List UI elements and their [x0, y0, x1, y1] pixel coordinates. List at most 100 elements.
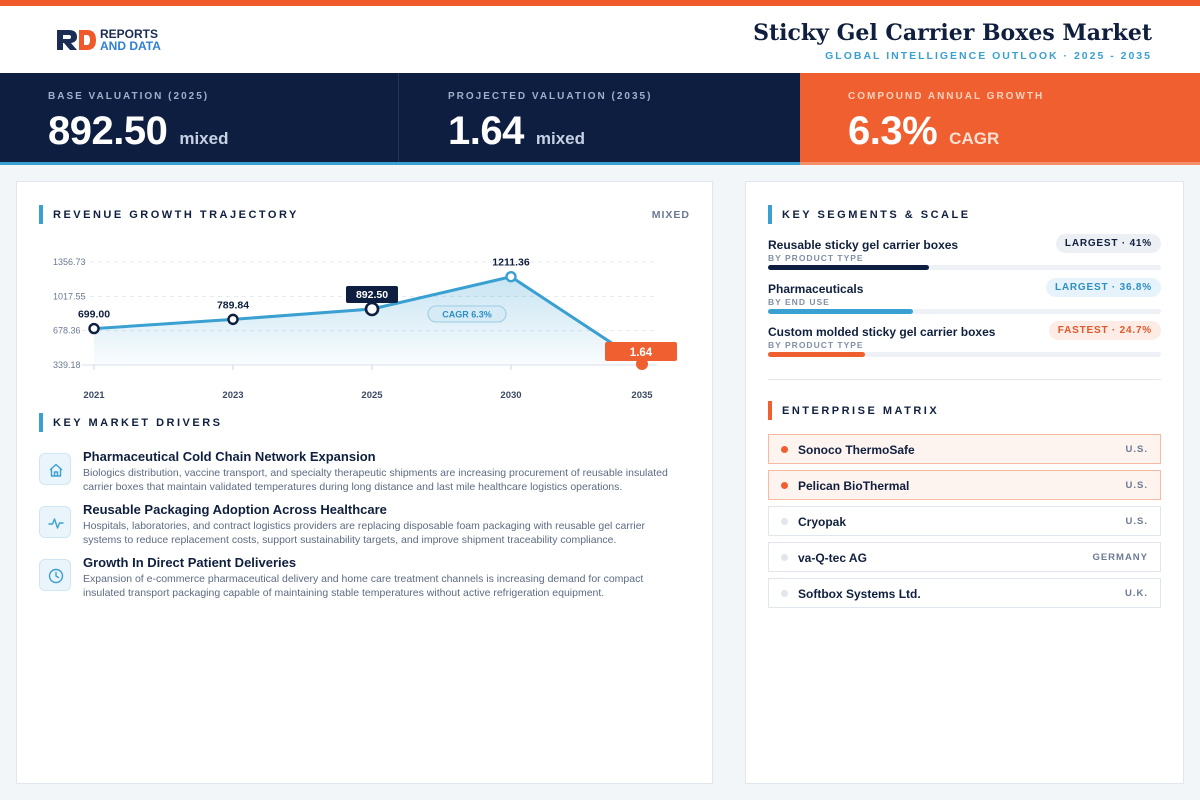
- enterprise-name: va-Q-tec AG: [798, 551, 867, 565]
- right-panel: KEY SEGMENTS & SCALE Reusable sticky gel…: [745, 181, 1184, 784]
- enterprise-section-title: ENTERPRISE MATRIX: [782, 404, 940, 417]
- clock-icon: [39, 559, 71, 591]
- enterprise-name: Pelican BioThermal: [798, 479, 910, 493]
- header: REPORTS AND DATA Sticky Gel Carrier Boxe…: [0, 6, 1200, 73]
- kpi-number: 892.50: [48, 109, 168, 153]
- data-label: 699.00: [78, 309, 110, 321]
- area-fill: [94, 276, 642, 365]
- status-dot-icon: [781, 518, 788, 525]
- logo-line-1: REPORTS: [100, 27, 159, 41]
- logo-mark-icon: [57, 30, 96, 50]
- status-dot-icon: [781, 590, 788, 597]
- segment-name: Pharmaceuticals: [768, 282, 864, 296]
- pulse-icon: [39, 506, 71, 538]
- segment-name: Custom molded sticky gel carrier boxes: [768, 325, 996, 339]
- drivers-section-header: KEY MARKET DRIVERS: [39, 413, 222, 432]
- y-tick-label: 1017.55: [53, 291, 86, 301]
- enterprise-name: Cryopak: [798, 515, 847, 529]
- enterprise-row[interactable]: va-Q-tec AG GERMANY: [768, 542, 1161, 572]
- kpi-value: 6.3% CAGR: [848, 109, 999, 154]
- x-tick-label: 2035: [631, 390, 653, 401]
- segment-bar-fill: [768, 265, 930, 270]
- enterprise-row[interactable]: Cryopak U.S.: [768, 506, 1161, 536]
- kpi-number: 1.64: [448, 109, 524, 153]
- data-label: 789.84: [217, 299, 249, 311]
- data-point: [505, 271, 517, 283]
- home-icon: [39, 453, 71, 485]
- enterprise-section-header: ENTERPRISE MATRIX: [768, 401, 939, 420]
- segment-badge: LARGEST · 41%: [1055, 234, 1161, 253]
- logo-line-2: AND DATA: [100, 39, 161, 53]
- enterprise-row[interactable]: Softbox Systems Ltd. U.K.: [768, 578, 1161, 608]
- cagr-annotation-pill: [427, 305, 507, 323]
- kpi-label: COMPOUND ANNUAL GROWTH: [848, 91, 1045, 102]
- enterprise-country: U.S.: [1125, 444, 1148, 455]
- kpi-unit: mixed: [535, 129, 585, 148]
- enterprise-country: U.K.: [1125, 588, 1148, 599]
- driver-description: Biologics distribution, vaccine transpor…: [83, 467, 668, 493]
- segment-bar-track: [768, 265, 1161, 270]
- kpi-label: BASE VALUATION (2025): [48, 91, 210, 102]
- segment-category: BY PRODUCT TYPE: [768, 253, 864, 263]
- x-tick-label: 2030: [500, 390, 521, 401]
- segment-item: Reusable sticky gel carrier boxes BY PRO…: [768, 234, 1161, 280]
- section-accent-bar: [768, 205, 772, 224]
- segment-item: Custom molded sticky gel carrier boxes B…: [768, 321, 1161, 367]
- segments-section-header: KEY SEGMENTS & SCALE: [768, 205, 971, 224]
- enterprise-country: U.S.: [1125, 480, 1148, 491]
- data-label: 892.50: [356, 289, 388, 301]
- segment-bar-track: [768, 352, 1161, 357]
- enterprise-row[interactable]: Pelican BioThermal U.S.: [768, 470, 1161, 500]
- enterprise-country: U.S.: [1125, 516, 1148, 527]
- revenue-line-chart: 339.18 678.36 1017.55 1356.73 2021 2023 2025 20…: [53, 257, 677, 401]
- driver-title: Growth In Direct Patient Deliveries: [83, 555, 297, 570]
- enterprise-name: Softbox Systems Ltd.: [798, 587, 921, 601]
- page-subtitle: GLOBAL INTELLIGENCE OUTLOOK · 2025 - 203…: [825, 50, 1152, 62]
- section-accent-bar: [39, 413, 43, 432]
- driver-title: Pharmaceutical Cold Chain Network Expans…: [83, 449, 376, 464]
- kpi-band: BASE VALUATION (2025) 892.50 mixed PROJEC…: [0, 73, 1200, 165]
- highlight-value-badge: [346, 285, 398, 303]
- segment-name: Reusable sticky gel carrier boxes: [768, 238, 959, 252]
- segment-category: BY PRODUCT TYPE: [768, 340, 864, 350]
- status-dot-icon: [781, 446, 788, 453]
- segment-category: BY END USE: [768, 297, 830, 307]
- chart-unit-label: MIXED: [651, 209, 690, 221]
- kpi-base-valuation: BASE VALUATION (2025) 892.50 mixed: [0, 73, 399, 165]
- data-label: 1211.36: [492, 257, 530, 269]
- data-point: [88, 322, 100, 335]
- kpi-value: 892.50 mixed: [48, 109, 228, 154]
- segment-item: Pharmaceuticals BY END USE LARGEST · 36.…: [768, 278, 1161, 324]
- status-dot-icon: [781, 482, 788, 489]
- kpi-accent-line-blue: [0, 162, 800, 165]
- segment-badge: FASTEST · 24.7%: [1048, 321, 1161, 340]
- x-tick-label: 2025: [361, 390, 383, 401]
- section-accent-bar: [39, 205, 43, 224]
- top-accent-strip: [0, 0, 1200, 6]
- section-accent-bar: [768, 401, 772, 420]
- segment-bar-fill: [768, 309, 913, 314]
- enterprise-row[interactable]: Sonoco ThermoSafe U.S.: [768, 434, 1161, 464]
- data-label: 1.64: [630, 347, 653, 359]
- data-point: [227, 313, 239, 326]
- logo-text: REPORTS AND DATA: [100, 28, 161, 52]
- y-tick-label: 1356.73: [53, 257, 86, 267]
- segments-section-title: KEY SEGMENTS & SCALE: [782, 208, 971, 221]
- final-value-badge: [605, 342, 677, 361]
- data-point: [364, 301, 380, 317]
- kpi-cagr: COMPOUND ANNUAL GROWTH 6.3% CAGR: [800, 73, 1200, 165]
- driver-title: Reusable Packaging Adoption Across Healt…: [83, 502, 387, 517]
- cagr-annotation-text: CAGR 6.3%: [442, 310, 492, 320]
- segment-bar-fill: [768, 352, 866, 357]
- chart-section-header: REVENUE GROWTH TRAJECTORY: [39, 205, 299, 224]
- kpi-value: 1.64 mixed: [448, 109, 585, 154]
- kpi-label: PROJECTED VALUATION (2035): [448, 91, 653, 102]
- y-tick-label: 339.18: [53, 360, 81, 370]
- y-tick-label: 678.36: [53, 326, 81, 336]
- driver-description: Expansion of e-commerce pharmaceutical d…: [83, 573, 644, 599]
- kpi-number: 6.3%: [848, 109, 938, 153]
- segment-bar-track: [768, 309, 1161, 314]
- x-tick-label: 2021: [83, 390, 105, 401]
- x-tick-label: 2023: [222, 390, 243, 401]
- kpi-projected-valuation: PROJECTED VALUATION (2035) 1.64 mixed: [400, 73, 800, 165]
